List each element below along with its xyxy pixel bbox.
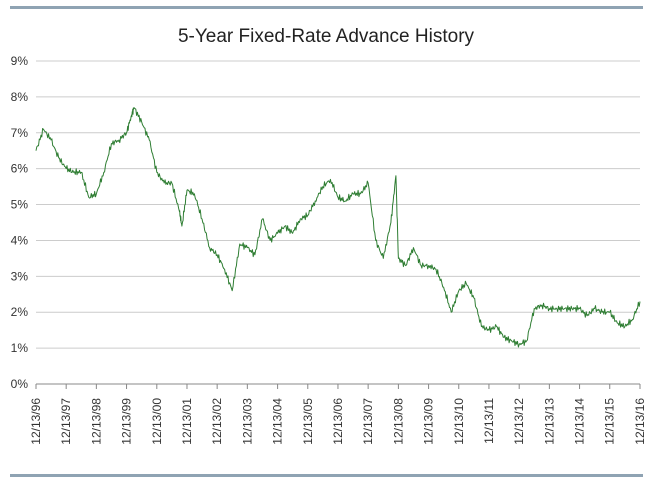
x-axis-labels: 12/13/96 12/13/97 12/13/98 12/13/99 12/13/00… <box>29 398 647 445</box>
x-tick-label: 12/13/05 <box>301 398 315 445</box>
x-tick-label: 12/13/00 <box>150 398 164 445</box>
x-tick-label: 12/13/13 <box>542 398 556 445</box>
y-axis-labels: 0% 1% 2% 3% 4% 5% 6% 7% 8% 9% <box>11 54 29 391</box>
x-tick-label: 12/13/08 <box>391 398 405 445</box>
series-layer <box>35 107 641 348</box>
x-tick-label: 12/13/01 <box>180 398 194 445</box>
gridlines <box>36 60 640 349</box>
x-tick-label: 12/13/96 <box>29 398 43 445</box>
x-tick-label: 12/13/16 <box>633 398 647 445</box>
x-tick-label: 12/13/04 <box>271 398 285 445</box>
x-tick-label: 12/13/11 <box>482 398 496 444</box>
y-tick-label: 3% <box>11 269 29 283</box>
x-tick-label: 12/13/98 <box>89 398 103 445</box>
x-tick-label: 12/13/06 <box>331 398 345 445</box>
x-tick-label: 12/13/14 <box>573 398 587 445</box>
y-tick-label: 8% <box>11 90 29 104</box>
y-tick-label: 0% <box>11 377 29 391</box>
y-tick-label: 1% <box>11 341 29 355</box>
y-tick-label: 9% <box>11 54 29 68</box>
chart-title: 5-Year Fixed-Rate Advance History <box>178 26 475 47</box>
x-tick-label: 12/13/97 <box>59 398 73 445</box>
x-axis <box>35 383 641 389</box>
x-tick-label: 12/13/02 <box>210 398 224 445</box>
y-tick-label: 4% <box>11 233 29 247</box>
y-tick-label: 2% <box>11 305 29 319</box>
x-tick-label: 12/13/99 <box>120 398 134 445</box>
x-tick-label: 12/13/15 <box>603 398 617 445</box>
y-tick-label: 6% <box>11 162 29 176</box>
x-tick-label: 12/13/07 <box>361 398 375 445</box>
x-tick-label: 12/13/03 <box>240 398 254 445</box>
x-tick-label: 12/13/10 <box>452 398 466 445</box>
bottom-rule <box>10 474 643 477</box>
x-tick-label: 12/13/12 <box>512 398 526 445</box>
top-rule <box>10 6 643 9</box>
y-tick-label: 7% <box>11 126 29 140</box>
series-line <box>35 107 641 348</box>
x-tick-label: 12/13/09 <box>422 398 436 445</box>
y-tick-label: 5% <box>11 198 29 212</box>
